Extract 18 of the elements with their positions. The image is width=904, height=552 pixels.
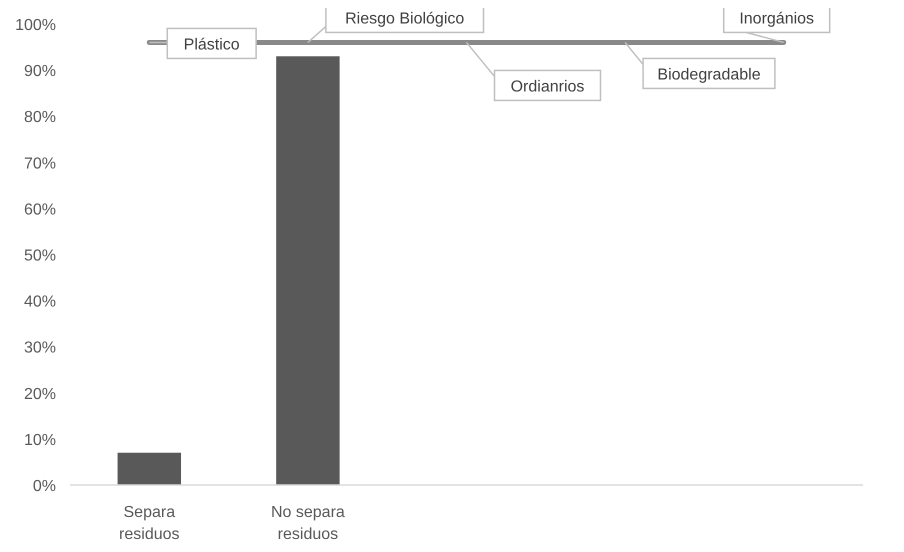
annotation: Biodegradable <box>657 66 761 84</box>
y-tick-label: 10% <box>24 432 56 449</box>
y-tick-label: 0% <box>32 478 56 495</box>
y-tick-label: 30% <box>24 340 56 357</box>
x-tick-label: Separa residuos <box>119 504 180 543</box>
annotation: Riesgo Biológico <box>345 10 464 28</box>
annotation: Plástico <box>184 36 240 54</box>
y-tick-label: 20% <box>24 386 56 403</box>
y-tick-label: 80% <box>24 109 56 126</box>
y-tick-label: 100% <box>15 17 56 34</box>
y-tick-label: 70% <box>24 155 56 172</box>
y-tick-label: 50% <box>24 248 56 264</box>
x-tick-label: No separa residuos <box>270 504 345 543</box>
annotation: Ordianrios <box>510 78 584 96</box>
y-tick-label: 40% <box>24 294 56 311</box>
annotation: Inorgánios <box>739 10 814 28</box>
y-tick-label: 60% <box>24 201 56 218</box>
y-tick-label: 90% <box>24 63 56 80</box>
